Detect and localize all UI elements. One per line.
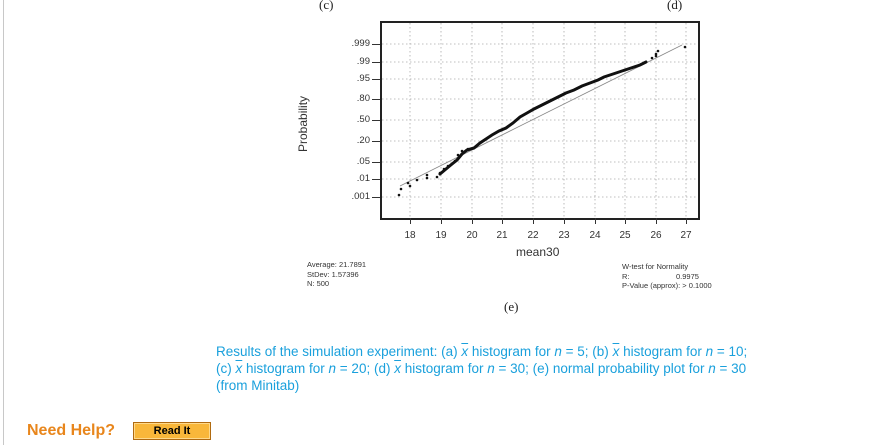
y-tick	[372, 44, 380, 45]
x-tick-label: 27	[680, 230, 692, 241]
left-border-rule	[3, 0, 4, 445]
y-axis-title: Probability	[296, 95, 310, 152]
stdev-stat: StDev: 1.57396	[307, 269, 359, 279]
y-tick-label: .80	[356, 93, 370, 104]
figure-caption: Results of the simulation experiment: (a…	[216, 343, 816, 394]
fit-line	[399, 44, 683, 187]
x-tick	[686, 218, 687, 224]
y-tick-label: .99	[356, 56, 370, 67]
r-value: 0.9975	[676, 271, 699, 281]
caption-line-1: Results of the simulation experiment: (a…	[216, 344, 748, 359]
y-tick-label: .05	[356, 156, 370, 167]
x-tick	[441, 218, 442, 224]
x-tick	[410, 218, 411, 224]
figure-label-c: (c)	[319, 0, 334, 12]
xbar-symbol: x	[394, 361, 401, 376]
w-test-title: W-test for Normality	[622, 262, 689, 271]
y-tick-label: .95	[356, 73, 370, 84]
x-tick-label: 19	[435, 230, 447, 241]
x-tick-label: 26	[650, 230, 662, 241]
y-tick	[372, 162, 380, 163]
x-tick-label: 25	[619, 230, 631, 241]
y-tick-label: .999	[351, 38, 371, 49]
x-tick-label: 18	[404, 230, 416, 241]
x-tick-label: 21	[496, 230, 508, 241]
n-stat: N: 500	[307, 279, 330, 288]
y-tick	[372, 79, 380, 80]
x-tick	[502, 218, 503, 224]
x-axis-title: mean30	[516, 245, 560, 259]
y-tick-label: .50	[356, 114, 370, 125]
x-tick	[533, 218, 534, 224]
xbar-symbol: x	[461, 344, 469, 359]
x-tick-label: 23	[558, 230, 570, 241]
probability-plot-area	[380, 21, 700, 220]
x-tick	[656, 218, 657, 224]
need-help-label: Need Help?	[27, 422, 116, 439]
x-tick	[625, 218, 626, 224]
x-tick	[472, 218, 473, 224]
data-points	[397, 147, 470, 197]
y-tick	[372, 99, 380, 100]
y-tick	[372, 62, 380, 63]
r-row: R: 0.9975	[622, 272, 742, 282]
xbar-symbol: x	[612, 344, 620, 359]
summary-stats: Average: 21.7891 StDev: 1.57396 N: 500	[307, 260, 366, 289]
grid-lines	[382, 23, 698, 218]
read-it-button[interactable]: Read It	[133, 422, 211, 440]
figure-label-d: (d)	[667, 0, 683, 12]
y-tick	[372, 141, 380, 142]
y-tick	[372, 120, 380, 121]
x-tick-label: 24	[589, 230, 601, 241]
caption-line-2: (c) x histogram for n = 20; (d) x histog…	[216, 361, 747, 376]
y-tick-label: .001	[351, 191, 371, 202]
r-label: R:	[622, 271, 630, 281]
y-tick-label: .20	[356, 135, 370, 146]
y-tick-label: .01	[356, 173, 370, 184]
y-tick	[372, 179, 380, 180]
p-value: P-Value (approx): > 0.1000	[622, 281, 712, 290]
y-tick	[372, 197, 380, 198]
average-stat: Average: 21.7891	[307, 260, 367, 269]
x-tick	[564, 218, 565, 224]
x-tick-label: 20	[466, 230, 478, 241]
x-tick-label: 22	[527, 230, 539, 241]
xbar-symbol: x	[235, 361, 243, 376]
normality-test-stats: W-test for Normality R: 0.9975 P-Value (…	[622, 262, 742, 291]
figure-label-e: (e)	[504, 299, 519, 314]
dense-data-points	[438, 60, 648, 176]
x-tick	[595, 218, 596, 224]
plot-svg	[382, 23, 698, 218]
caption-line-3: (from Minitab)	[216, 378, 300, 393]
